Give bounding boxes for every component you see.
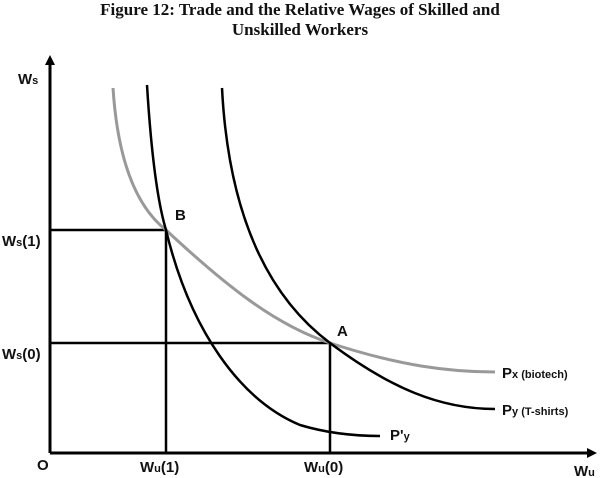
curve-px-label: Px (biotech)	[502, 365, 568, 382]
origin-label: O	[37, 457, 49, 474]
x-axis-label: Wu	[574, 463, 595, 478]
guide-a	[50, 341, 332, 453]
figure-title-line2: Unskilled Workers	[231, 20, 369, 39]
tick-wu1: Wu(1)	[140, 459, 179, 476]
guide-b	[50, 228, 168, 453]
tick-ws1: Ws(1)	[2, 233, 41, 250]
curve-p-prime-y-label: P'y	[390, 427, 411, 444]
tick-ws0: Ws(0)	[2, 346, 41, 363]
curve-py	[220, 87, 496, 411]
point-a-label: A	[337, 323, 348, 340]
tick-wu0: Wu(0)	[304, 459, 343, 476]
curve-px	[111, 87, 496, 374]
y-axis-label: Ws	[18, 71, 38, 88]
figure-title-line1: Figure 12: Trade and the Relative Wages …	[100, 0, 500, 19]
point-b-label: B	[175, 207, 186, 224]
curve-p-prime-y	[145, 84, 381, 438]
curve-py-label: Py (T-shirts)	[502, 402, 569, 419]
